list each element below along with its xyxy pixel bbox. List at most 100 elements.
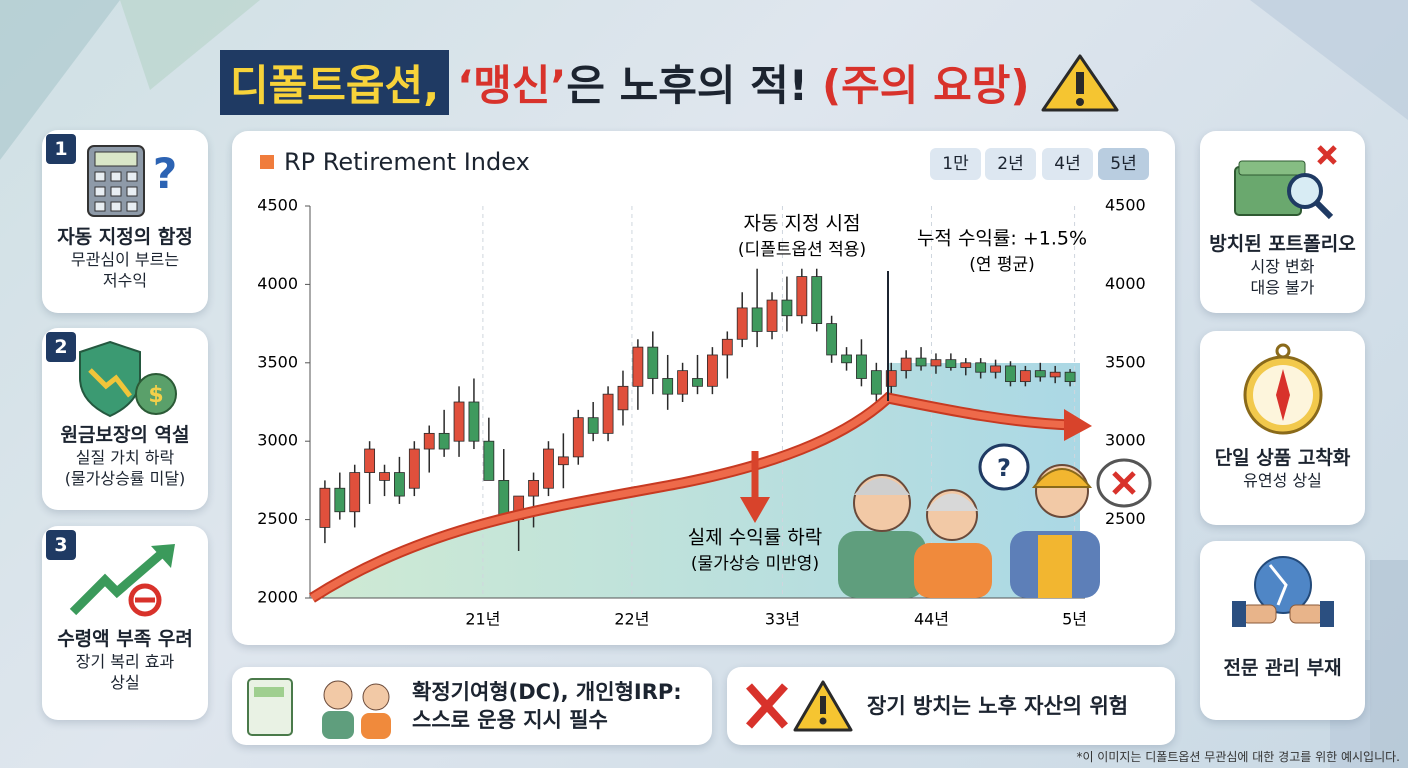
x-tick-label: 33년 — [765, 610, 800, 629]
x-tick-label: 21년 — [465, 610, 500, 629]
drop-arrowhead — [740, 497, 770, 523]
box-line: 확정기여형(DC), 개인형IRP: — [412, 680, 682, 704]
range-button[interactable]: 4년 — [1042, 148, 1093, 180]
curve-arrowhead — [1064, 409, 1092, 441]
range-button[interactable]: 1만 — [930, 148, 981, 180]
card-title: 단일 상품 고착화 — [1214, 447, 1351, 469]
y-tick-label: 3500 — [257, 352, 298, 371]
y-tick-label: 4500 — [257, 196, 298, 215]
card-line: 대응 불가 — [1250, 278, 1315, 297]
y-tick-label: 4000 — [257, 274, 298, 293]
range-button[interactable]: 2년 — [985, 148, 1036, 180]
candle-body — [930, 359, 942, 367]
broken-arrow-icon — [69, 544, 175, 617]
candle-body — [766, 299, 778, 332]
annotation: 실제 수익률 하락 — [688, 527, 822, 549]
title-rest: 은 노후의 적! — [566, 61, 808, 110]
candle-body — [319, 487, 331, 528]
candle-body — [662, 378, 674, 395]
candle-body — [468, 401, 480, 442]
range-button[interactable]: 5년 — [1098, 148, 1149, 180]
candle-body — [483, 440, 495, 481]
candle-body — [826, 323, 838, 356]
candle-body — [408, 448, 420, 489]
card-title: 자동 지정의 함정 — [57, 226, 193, 248]
candle-body — [572, 417, 584, 458]
candle-body — [960, 362, 972, 368]
candle-body — [721, 338, 733, 356]
candle-body — [1005, 365, 1016, 383]
candle-body — [990, 365, 1001, 373]
svg-text:?: ? — [997, 454, 1011, 482]
card-number: 2 — [46, 332, 76, 362]
left-card: 2 $ 원금보장의 역설 실질 가치 하락 (물가상승률 미달) — [42, 328, 208, 510]
candle-body — [647, 346, 659, 379]
candle-body — [453, 401, 465, 442]
right-card: 단일 상품 고착화 유연성 상실 — [1200, 331, 1365, 525]
candle-body — [736, 307, 748, 340]
card-line: 무관심이 부르는 — [70, 250, 180, 269]
candle-body — [1034, 370, 1046, 378]
chart: RP Retirement Index 자동 지정 시점 (디폴트옵션 적용) … — [257, 148, 1152, 629]
candle-body — [975, 362, 987, 373]
compass-icon — [1243, 343, 1322, 435]
candle-body — [1019, 370, 1031, 383]
card-number: 3 — [46, 530, 76, 560]
candle-body — [677, 370, 688, 395]
annotation: 자동 지정 시점 — [744, 213, 861, 235]
y-tick-label: 3000 — [257, 431, 298, 450]
y2-tick-label: 3000 — [1105, 431, 1146, 450]
candle-body — [915, 357, 927, 367]
card-line: 장기 복리 효과 — [75, 652, 175, 671]
card-line: 저수익 — [102, 271, 148, 290]
box-line: 스스로 운용 지시 필수 — [412, 708, 608, 732]
card-line: 실질 가치 하락 — [75, 448, 175, 467]
footnote: *이 이미지는 디폴트옵션 무관심에 대한 경고를 위한 예시입니다. — [1076, 750, 1400, 764]
warning-icons — [746, 680, 853, 732]
card-title: 원금보장의 역설 — [60, 424, 190, 446]
svg-text:$: $ — [148, 383, 163, 408]
y2-tick-label: 4000 — [1105, 274, 1146, 293]
x-tick-label: 44년 — [914, 610, 949, 629]
shield-icon: $ — [79, 340, 177, 418]
candle-body — [528, 479, 539, 497]
candle-body — [900, 357, 912, 372]
candle-body — [796, 276, 808, 317]
svg-text:?: ? — [153, 149, 177, 198]
card-number: 1 — [46, 134, 76, 164]
candle-body — [334, 487, 346, 513]
annotation: (연 평균) — [969, 255, 1035, 275]
card-line: 유연성 상실 — [1243, 471, 1322, 490]
right-card: 전문 관리 부재 — [1200, 541, 1365, 720]
card-title: 전문 관리 부재 — [1223, 657, 1342, 679]
x-tick-label: 22년 — [614, 610, 649, 629]
candle-body — [1049, 371, 1061, 378]
bottom-box: 장기 방치는 노후 자산의 위험 — [727, 667, 1175, 745]
candle-body — [811, 276, 823, 324]
chart-title: RP Retirement Index — [284, 148, 530, 176]
bottom-box: 확정기여형(DC), 개인형IRP: 스스로 운용 지시 필수 — [232, 667, 712, 745]
warning-icon — [1041, 54, 1119, 111]
candle-body — [379, 472, 390, 481]
calculator-icon: ? — [87, 145, 177, 217]
candle-body — [751, 307, 763, 332]
money-icon — [1233, 145, 1337, 220]
candle-body — [692, 378, 703, 387]
title-quote: ‘맹신’ — [457, 61, 567, 110]
candle-body — [856, 354, 867, 379]
candle-body — [349, 472, 361, 513]
title-marker — [260, 155, 274, 169]
candle-body — [870, 370, 882, 395]
candle-body — [557, 456, 569, 466]
candle-body — [707, 354, 718, 387]
candle-body — [423, 432, 435, 450]
x-tick-label: 5년 — [1062, 610, 1087, 629]
candle-body — [543, 448, 554, 489]
documents-people-icon — [247, 678, 391, 739]
y-tick-label: 2500 — [257, 509, 298, 528]
candle-body — [394, 472, 405, 497]
y2-tick-label: 4500 — [1105, 196, 1146, 215]
